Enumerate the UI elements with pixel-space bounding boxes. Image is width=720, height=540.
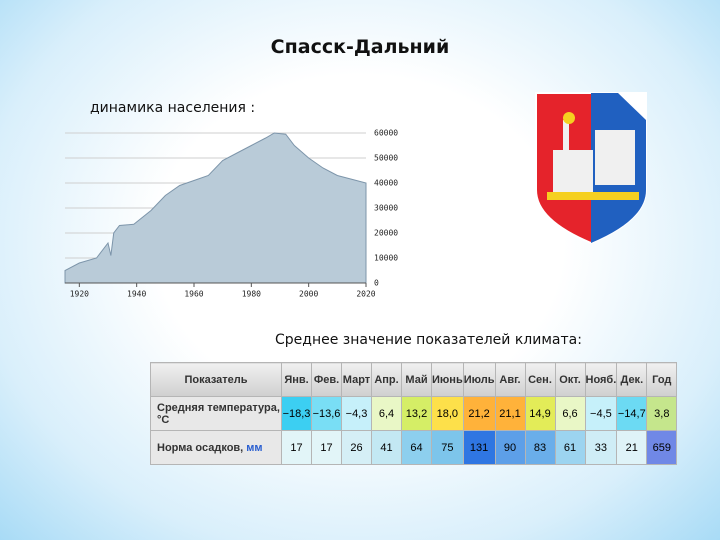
data-cell: 14,9 (524, 396, 556, 431)
header-cell: Авг. (494, 362, 526, 397)
header-cell: Год (646, 362, 678, 397)
smoke (563, 112, 575, 124)
x-tick-label: 1940 (127, 290, 146, 299)
population-label: динамика населения : (90, 100, 256, 116)
data-cell: 659 (646, 430, 678, 465)
data-cell: 6,4 (371, 396, 402, 431)
data-cell: 6,6 (554, 396, 586, 431)
data-cell: 21,1 (494, 396, 526, 431)
data-cell: 33 (584, 430, 618, 465)
y-tick-label: 60000 (374, 129, 398, 138)
row-label-text: Средняя температура, °C (157, 401, 280, 426)
data-cell: 3,8 (646, 396, 678, 431)
data-cell: 17 (311, 430, 342, 465)
canton (618, 93, 646, 120)
base (547, 192, 639, 200)
header-cell: Янв. (281, 362, 312, 397)
header-cell: Показатель (150, 362, 282, 397)
header-cell: Июль (462, 362, 496, 397)
row-label-text: Норма осадков, (157, 441, 244, 454)
coat-of-arms (535, 92, 647, 245)
y-tick-label: 40000 (374, 179, 398, 188)
header-row: Показатель Янв. Фев. Март Апр. Май Июнь Июль Авг… (150, 362, 678, 397)
data-cell: 13,2 (401, 396, 432, 431)
data-cell: 61 (554, 430, 586, 465)
row-label: Норма осадков, мм (150, 430, 282, 465)
data-cell: −14,7 (616, 396, 648, 431)
data-cell: −4,5 (584, 396, 618, 431)
slide-title: Спасск-Дальний (270, 36, 450, 58)
chimney (563, 120, 569, 152)
climate-label: Среднее значение показателей климата: (275, 332, 582, 348)
y-tick-label: 30000 (374, 204, 398, 213)
climate-table: Показатель Янв. Фев. Март Апр. Май Июнь Июль Авг… (150, 362, 678, 465)
data-cell: 90 (494, 430, 526, 465)
row-label: Средняя температура, °C (150, 396, 282, 431)
header-cell: Март (341, 362, 372, 397)
population-chart: 0 10000 20000 30000 40000 50000 60000 1920 1940 1… (64, 129, 398, 299)
data-cell: 41 (371, 430, 402, 465)
header-cell: Июнь (431, 362, 464, 397)
header-cell: Фев. (311, 362, 342, 397)
x-tick-label: 1920 (70, 290, 89, 299)
header-cell: Май (401, 362, 432, 397)
y-tick-label: 50000 (374, 154, 398, 163)
factory (553, 150, 593, 195)
header-cell: Сен. (524, 362, 556, 397)
y-tick-label: 20000 (374, 229, 398, 238)
data-cell: 21,2 (462, 396, 496, 431)
data-cell: 131 (462, 430, 496, 465)
data-row: Норма осадков, мм 17 17 26 41 64 75 131 90 83 61 33… (150, 430, 678, 465)
data-cell: 83 (524, 430, 556, 465)
y-tick-label: 10000 (374, 254, 398, 263)
population-area (64, 132, 367, 284)
x-tick-label: 2020 (356, 290, 375, 299)
header-cell: Дек. (616, 362, 648, 397)
data-cell: 75 (431, 430, 464, 465)
x-tick-label: 1960 (184, 290, 203, 299)
data-cell: 26 (341, 430, 372, 465)
data-cell: −13,6 (311, 396, 342, 431)
data-row: Средняя температура, °C −18,3 −13,6 −4,3 6,4… (150, 396, 678, 431)
header-cell: Нояб. (584, 362, 618, 397)
row-unit: мм (246, 441, 263, 454)
header-cell: Окт. (554, 362, 586, 397)
x-tick-label: 2000 (299, 290, 318, 299)
data-cell: 18,0 (431, 396, 464, 431)
data-cell: −4,3 (341, 396, 372, 431)
x-tick-label: 1980 (242, 290, 261, 299)
data-cell: −18,3 (281, 396, 312, 431)
header-cell: Апр. (371, 362, 402, 397)
data-cell: 17 (281, 430, 312, 465)
building (595, 130, 635, 185)
y-tick-label: 0 (374, 279, 379, 288)
data-cell: 21 (616, 430, 648, 465)
data-cell: 64 (401, 430, 432, 465)
